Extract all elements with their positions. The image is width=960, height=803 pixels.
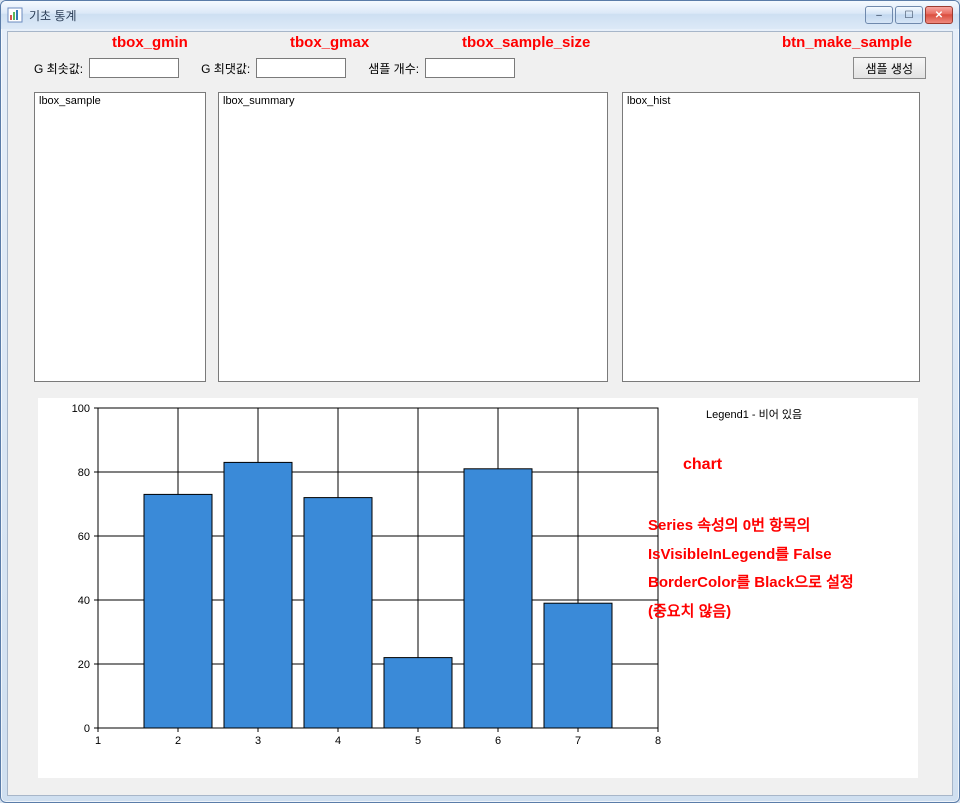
annotation-make-sample: btn_make_sample bbox=[782, 34, 912, 51]
listbox-hist[interactable]: lbox_hist bbox=[622, 92, 920, 382]
gmax-input[interactable] bbox=[256, 58, 346, 78]
sample-size-input[interactable] bbox=[425, 58, 515, 78]
gmax-label: G 최댓값: bbox=[201, 60, 250, 77]
make-sample-button[interactable]: 샘플 생성 bbox=[853, 57, 927, 79]
listbox-sample[interactable]: lbox_sample bbox=[34, 92, 206, 382]
window-title: 기초 통계 bbox=[29, 7, 77, 24]
svg-text:100: 100 bbox=[72, 403, 90, 415]
svg-text:60: 60 bbox=[78, 531, 90, 543]
titlebar[interactable]: 기초 통계 – ☐ ✕ bbox=[1, 1, 959, 29]
svg-text:1: 1 bbox=[95, 735, 101, 747]
chart-container: 0 20 40 60 80 100 1 2 3 4 5 6 7 8 Legend1 - 비어 있음 bbox=[38, 398, 918, 778]
annotation-gmin: tbox_gmin bbox=[112, 34, 188, 51]
svg-text:7: 7 bbox=[575, 735, 581, 747]
listbox-sample-placeholder: lbox_sample bbox=[39, 95, 101, 107]
svg-text:8: 8 bbox=[655, 735, 661, 747]
svg-text:40: 40 bbox=[78, 595, 90, 607]
minimize-button[interactable]: – bbox=[865, 6, 893, 24]
listbox-summary-placeholder: lbox_summary bbox=[223, 95, 295, 107]
close-button[interactable]: ✕ bbox=[925, 6, 953, 24]
svg-text:5: 5 bbox=[415, 735, 421, 747]
sample-size-label: 샘플 개수: bbox=[368, 60, 419, 77]
svg-text:6: 6 bbox=[495, 735, 501, 747]
window-frame: 기초 통계 – ☐ ✕ tbox_gmin tbox_gmax tbox_sam… bbox=[0, 0, 960, 803]
maximize-button[interactable]: ☐ bbox=[895, 6, 923, 24]
annotation-gmax: tbox_gmax bbox=[290, 34, 369, 51]
gmin-input[interactable] bbox=[89, 58, 179, 78]
input-row: G 최솟값: G 최댓값: 샘플 개수: 샘플 생성 bbox=[34, 56, 926, 80]
svg-text:80: 80 bbox=[78, 467, 90, 479]
listbox-hist-placeholder: lbox_hist bbox=[627, 95, 670, 107]
svg-text:0: 0 bbox=[84, 723, 90, 735]
chart-legend: Legend1 - 비어 있음 bbox=[706, 406, 802, 422]
window-controls: – ☐ ✕ bbox=[865, 6, 953, 24]
bar-chart: 0 20 40 60 80 100 1 2 3 4 5 6 7 8 bbox=[38, 398, 678, 758]
svg-text:3: 3 bbox=[255, 735, 261, 747]
svg-text:2: 2 bbox=[175, 735, 181, 747]
svg-text:20: 20 bbox=[78, 659, 90, 671]
svg-text:4: 4 bbox=[335, 735, 341, 747]
listbox-summary[interactable]: lbox_summary bbox=[218, 92, 608, 382]
annotation-sample-size: tbox_sample_size bbox=[462, 34, 590, 51]
gmin-label: G 최솟값: bbox=[34, 60, 83, 77]
client-area: tbox_gmin tbox_gmax tbox_sample_size btn… bbox=[7, 31, 953, 796]
app-icon bbox=[7, 7, 23, 23]
